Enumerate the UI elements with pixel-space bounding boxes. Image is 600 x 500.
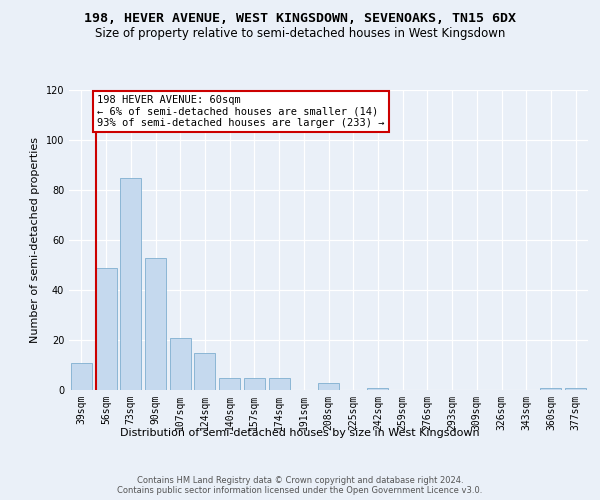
- Bar: [145, 258, 166, 390]
- Text: 198, HEVER AVENUE, WEST KINGSDOWN, SEVENOAKS, TN15 6DX: 198, HEVER AVENUE, WEST KINGSDOWN, SEVEN…: [84, 12, 516, 26]
- Bar: [244, 378, 265, 390]
- Bar: [219, 378, 240, 390]
- Y-axis label: Number of semi-detached properties: Number of semi-detached properties: [30, 137, 40, 343]
- Bar: [541, 388, 562, 390]
- Text: Distribution of semi-detached houses by size in West Kingsdown: Distribution of semi-detached houses by …: [120, 428, 480, 438]
- Text: 198 HEVER AVENUE: 60sqm
← 6% of semi-detached houses are smaller (14)
93% of sem: 198 HEVER AVENUE: 60sqm ← 6% of semi-det…: [97, 95, 385, 128]
- Bar: [367, 388, 388, 390]
- Bar: [194, 352, 215, 390]
- Text: Contains HM Land Registry data © Crown copyright and database right 2024.
Contai: Contains HM Land Registry data © Crown c…: [118, 476, 482, 495]
- Bar: [71, 362, 92, 390]
- Bar: [170, 338, 191, 390]
- Bar: [565, 388, 586, 390]
- Bar: [120, 178, 141, 390]
- Bar: [318, 382, 339, 390]
- Bar: [95, 268, 116, 390]
- Bar: [269, 378, 290, 390]
- Text: Size of property relative to semi-detached houses in West Kingsdown: Size of property relative to semi-detach…: [95, 28, 505, 40]
